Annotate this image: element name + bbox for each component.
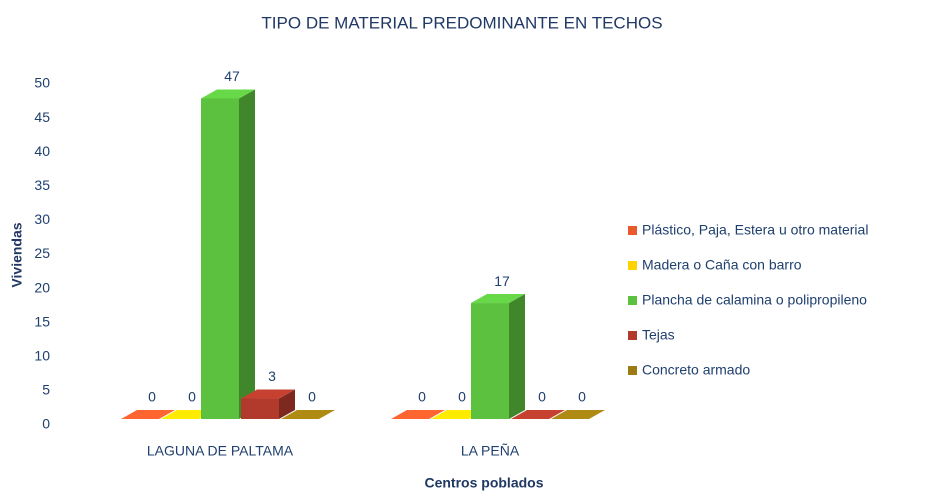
data-label: 0 — [578, 389, 586, 405]
bar-top — [391, 410, 445, 419]
bar-front — [471, 303, 509, 419]
bar-top — [281, 410, 335, 419]
bar-front — [201, 98, 239, 420]
y-tick-label: 20 — [34, 279, 50, 295]
bar — [551, 410, 605, 419]
legend-label: Concreto armado — [642, 362, 750, 378]
bar — [201, 89, 255, 420]
y-tick-label: 50 — [34, 75, 50, 91]
bar — [391, 410, 445, 419]
chart-title: TIPO DE MATERIAL PREDOMINANTE EN TECHOS — [261, 13, 662, 32]
bar-top — [471, 294, 525, 304]
legend-swatch — [628, 226, 637, 235]
y-tick-label: 25 — [34, 245, 50, 261]
data-label: 0 — [188, 389, 196, 405]
data-label: 17 — [494, 273, 510, 289]
legend-swatch — [628, 366, 637, 375]
bar-side — [509, 294, 525, 419]
y-tick-label: 35 — [34, 177, 50, 193]
y-tick-label: 15 — [34, 313, 50, 329]
bar — [471, 294, 525, 419]
legend-label: Plástico, Paja, Estera u otro material — [642, 222, 868, 238]
y-tick-label: 10 — [34, 348, 50, 364]
y-tick-label: 30 — [34, 211, 50, 227]
y-tick-label: 5 — [42, 382, 50, 398]
data-label: 0 — [148, 389, 156, 405]
bar-top — [241, 389, 295, 399]
bar — [241, 389, 295, 419]
legend-swatch — [628, 296, 637, 305]
bar-top — [511, 410, 565, 419]
bar-top — [551, 410, 605, 419]
bar-top — [201, 89, 255, 99]
data-label: 0 — [308, 389, 316, 405]
y-tick-label: 40 — [34, 143, 50, 159]
y-tick-label: 45 — [34, 109, 50, 125]
y-axis-title: Viviendas — [9, 222, 25, 287]
data-label: 47 — [224, 68, 240, 84]
y-tick-label: 0 — [42, 416, 50, 432]
bar-side — [279, 389, 295, 419]
bar-front — [241, 398, 279, 419]
bar — [511, 410, 565, 419]
data-label: 3 — [268, 368, 276, 384]
legend-swatch — [628, 331, 637, 340]
data-label: 0 — [538, 389, 546, 405]
data-label: 0 — [418, 389, 426, 405]
bar-top — [121, 410, 175, 419]
x-axis-title: Centros poblados — [424, 475, 543, 491]
data-label: 0 — [458, 389, 466, 405]
legend-label: Tejas — [642, 327, 675, 343]
legend-swatch — [628, 261, 637, 270]
legend-label: Madera o Caña con barro — [642, 257, 802, 273]
bar — [281, 410, 335, 419]
legend-label: Plancha de calamina o polipropileno — [642, 292, 867, 308]
x-tick-label: LAGUNA DE PALTAMA — [147, 443, 294, 459]
bar — [121, 410, 175, 419]
x-tick-label: LA PEÑA — [461, 443, 520, 459]
bar-side — [239, 89, 255, 420]
